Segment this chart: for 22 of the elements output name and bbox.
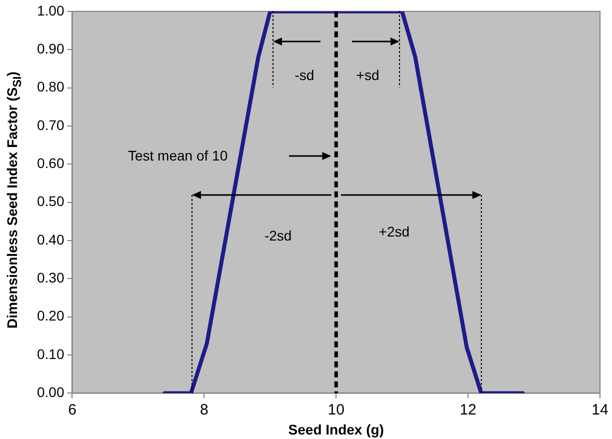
y-tick-label: 0.00 — [37, 384, 64, 400]
y-tick-label: 0.50 — [37, 193, 64, 210]
y-tick-label: 0.10 — [37, 346, 64, 362]
y-tick-label: 0.90 — [37, 40, 64, 56]
y-tick-label: 0.20 — [37, 308, 64, 324]
y-tick-label: 0.70 — [37, 116, 64, 133]
y-tick-label: 0.40 — [37, 231, 64, 248]
x-tick-label: 12 — [460, 401, 476, 418]
y-tick-label: 0.30 — [37, 270, 64, 286]
y-tick-label: 0.80 — [37, 78, 64, 95]
y-tick-label: 1.00 — [37, 2, 64, 18]
x-tick-label: 6 — [68, 401, 76, 418]
annotation: +sd — [356, 67, 380, 84]
x-tick-label: 10 — [328, 401, 344, 418]
x-axis-title: Seed Index (g) — [288, 421, 384, 438]
y-tick-label: 0.60 — [37, 154, 64, 171]
annotation: -sd — [294, 67, 314, 84]
x-tick-label: 14 — [592, 401, 608, 418]
x-tick-label: 8 — [200, 401, 208, 418]
annotation: Test mean of 10 — [128, 147, 228, 164]
annotation: +2sd — [378, 224, 410, 240]
annotation: -2sd — [264, 228, 292, 244]
